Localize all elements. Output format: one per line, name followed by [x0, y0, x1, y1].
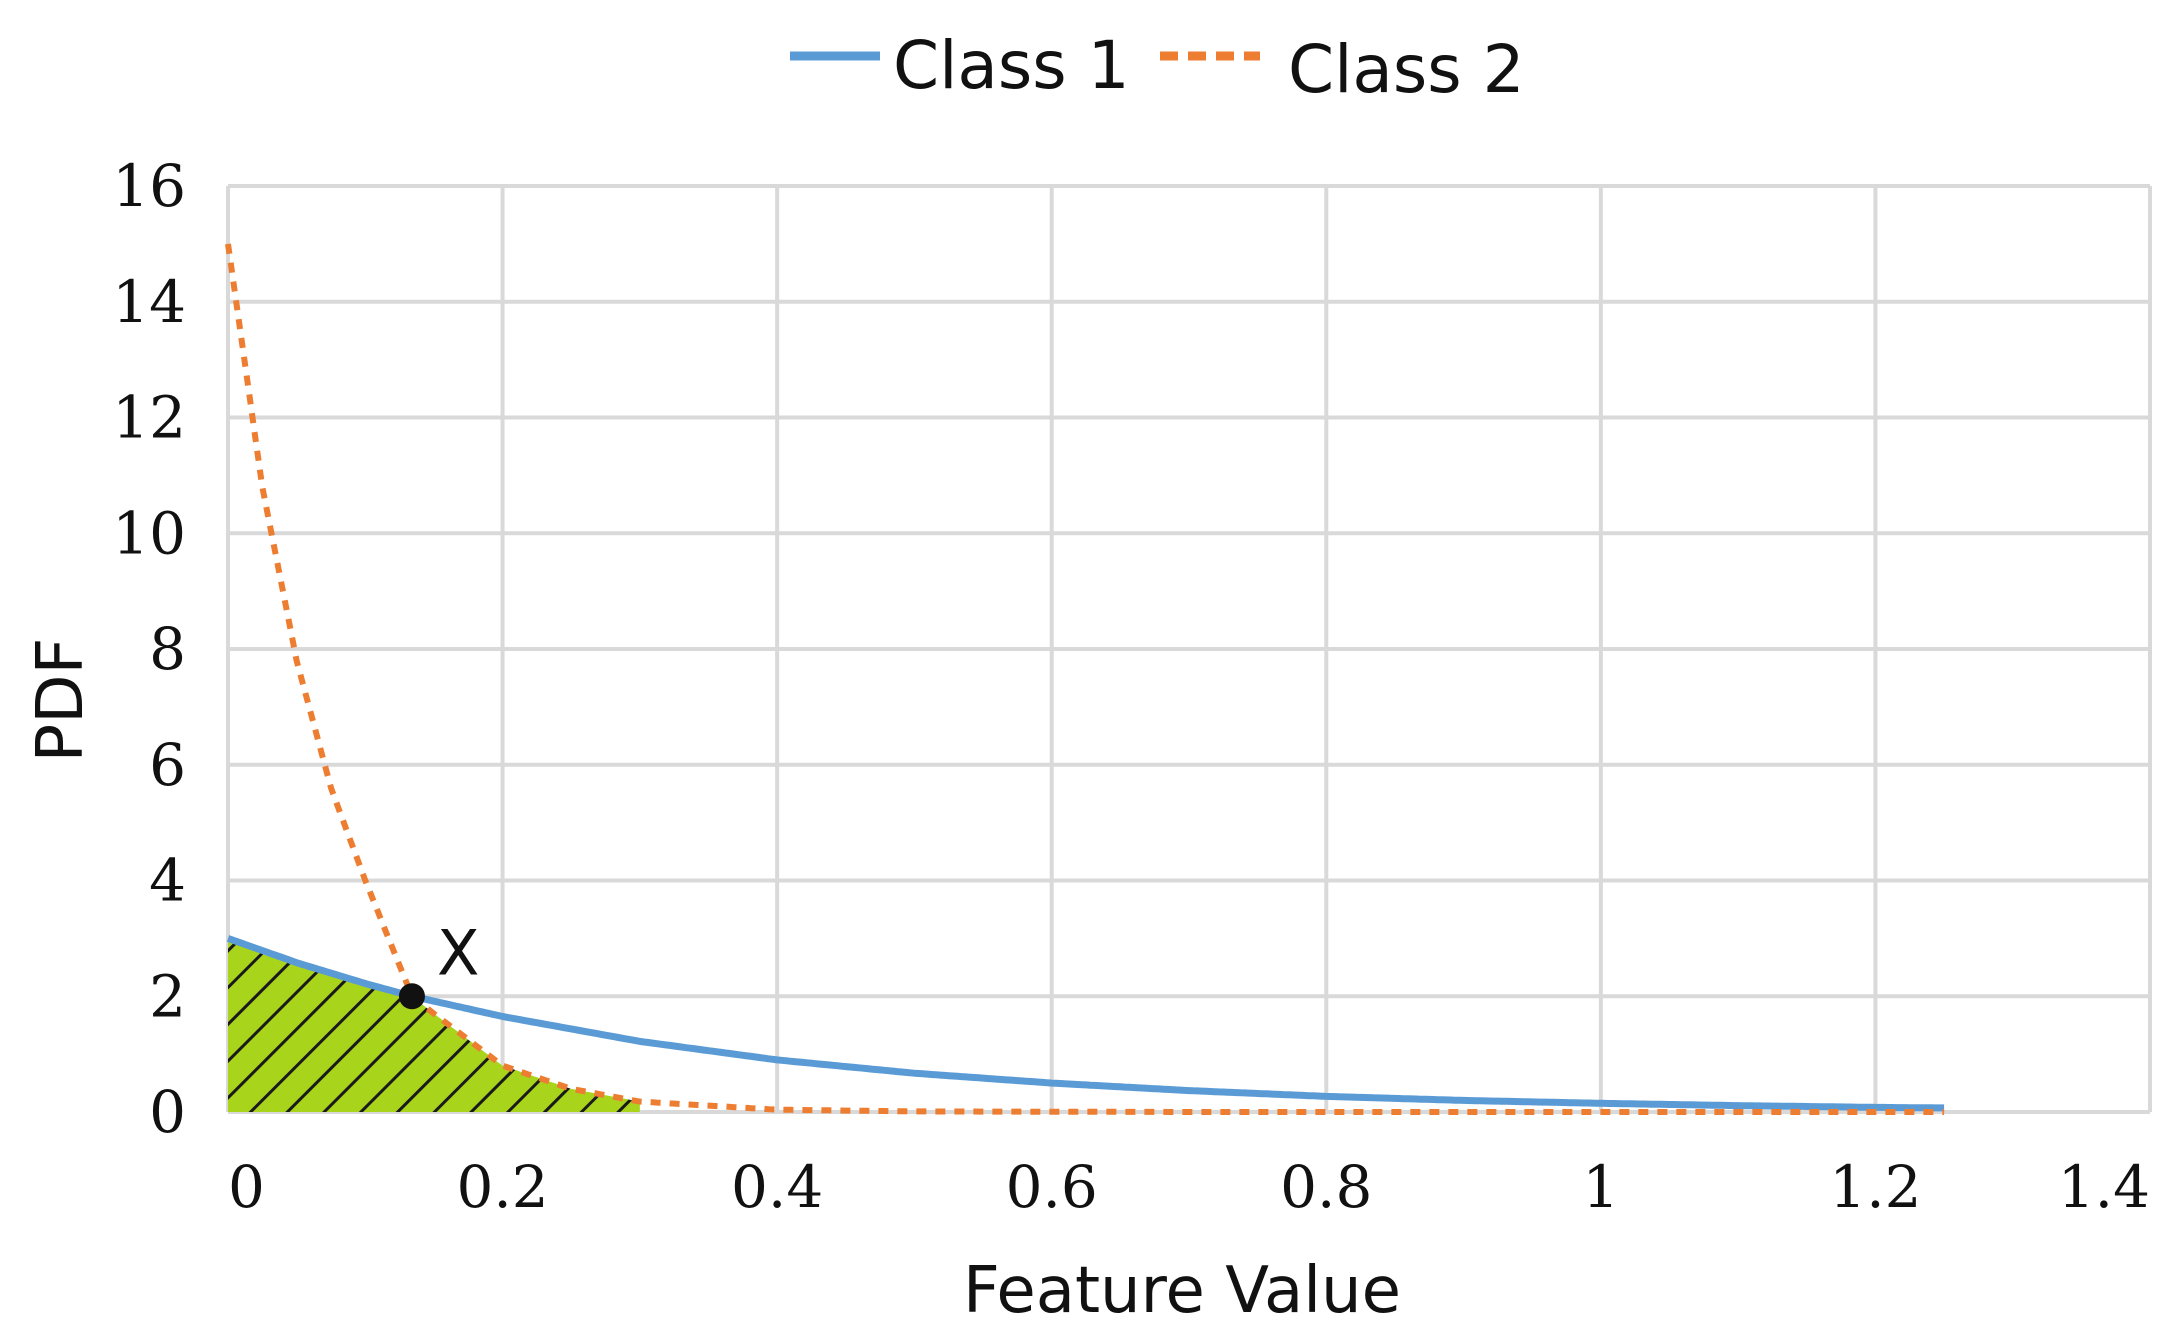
series-line-class-1 [226, 935, 1945, 1112]
legend: Class 1 Class 2 [790, 27, 1525, 108]
x-tick-label: 1 [1582, 1153, 1619, 1221]
x-axis-title: Feature Value [963, 1254, 1401, 1328]
shaded-overlap-region [228, 938, 640, 1112]
x-tick-label: 0.4 [731, 1153, 823, 1221]
y-tick-label: 0 [149, 1078, 186, 1146]
y-tick-label: 10 [112, 499, 186, 567]
x-tick-labels: 0 0.2 0.4 0.6 0.8 1 1.2 1.4 [228, 1153, 2150, 1221]
x-tick-label: 0 [228, 1153, 265, 1221]
x-tick-label: 1.2 [1829, 1153, 1921, 1221]
y-tick-label: 6 [149, 731, 186, 799]
y-tick-label: 14 [112, 268, 186, 336]
series-line-class-2 [225, 243, 1945, 1115]
annotation-x-label: X [437, 916, 479, 989]
legend-label-class-2: Class 2 [1288, 31, 1525, 108]
legend-label-class-1: Class 1 [893, 27, 1130, 104]
y-tick-label: 4 [149, 847, 186, 915]
x-tick-label: 1.4 [2058, 1153, 2150, 1221]
y-tick-label: 12 [112, 384, 186, 452]
y-axis-title: PDF [24, 638, 98, 763]
y-tick-label: 8 [149, 615, 186, 683]
y-tick-labels: 0 2 4 6 8 10 12 14 16 [112, 152, 186, 1146]
y-tick-label: 2 [149, 962, 186, 1030]
y-tick-label: 16 [112, 152, 186, 220]
x-tick-label: 0.8 [1280, 1153, 1372, 1221]
x-tick-label: 0.2 [456, 1153, 548, 1221]
x-tick-label: 0.6 [1006, 1153, 1098, 1221]
intersection-point-marker [398, 983, 425, 1010]
gridlines [226, 184, 2152, 1114]
